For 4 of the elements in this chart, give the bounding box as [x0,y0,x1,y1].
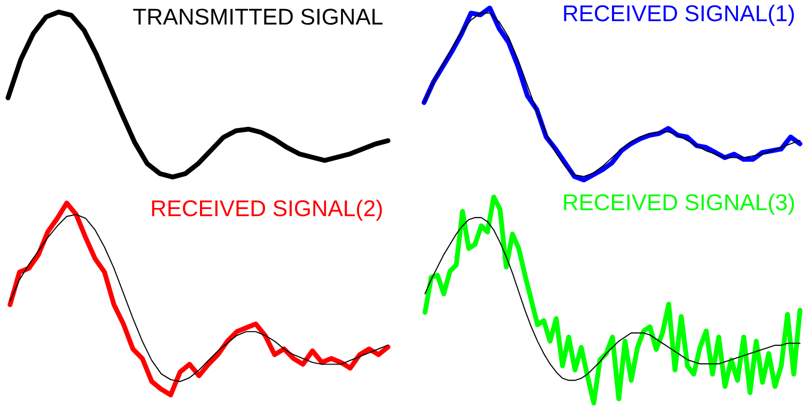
chart-title: RECEIVED SIGNAL(1) [564,4,794,26]
chart-title: RECEIVED SIGNAL(2) [152,200,382,221]
chart-title: TRANSMITTED SIGNAL [133,8,383,25]
chart-title: RECEIVED SIGNAL(3) [564,194,794,215]
